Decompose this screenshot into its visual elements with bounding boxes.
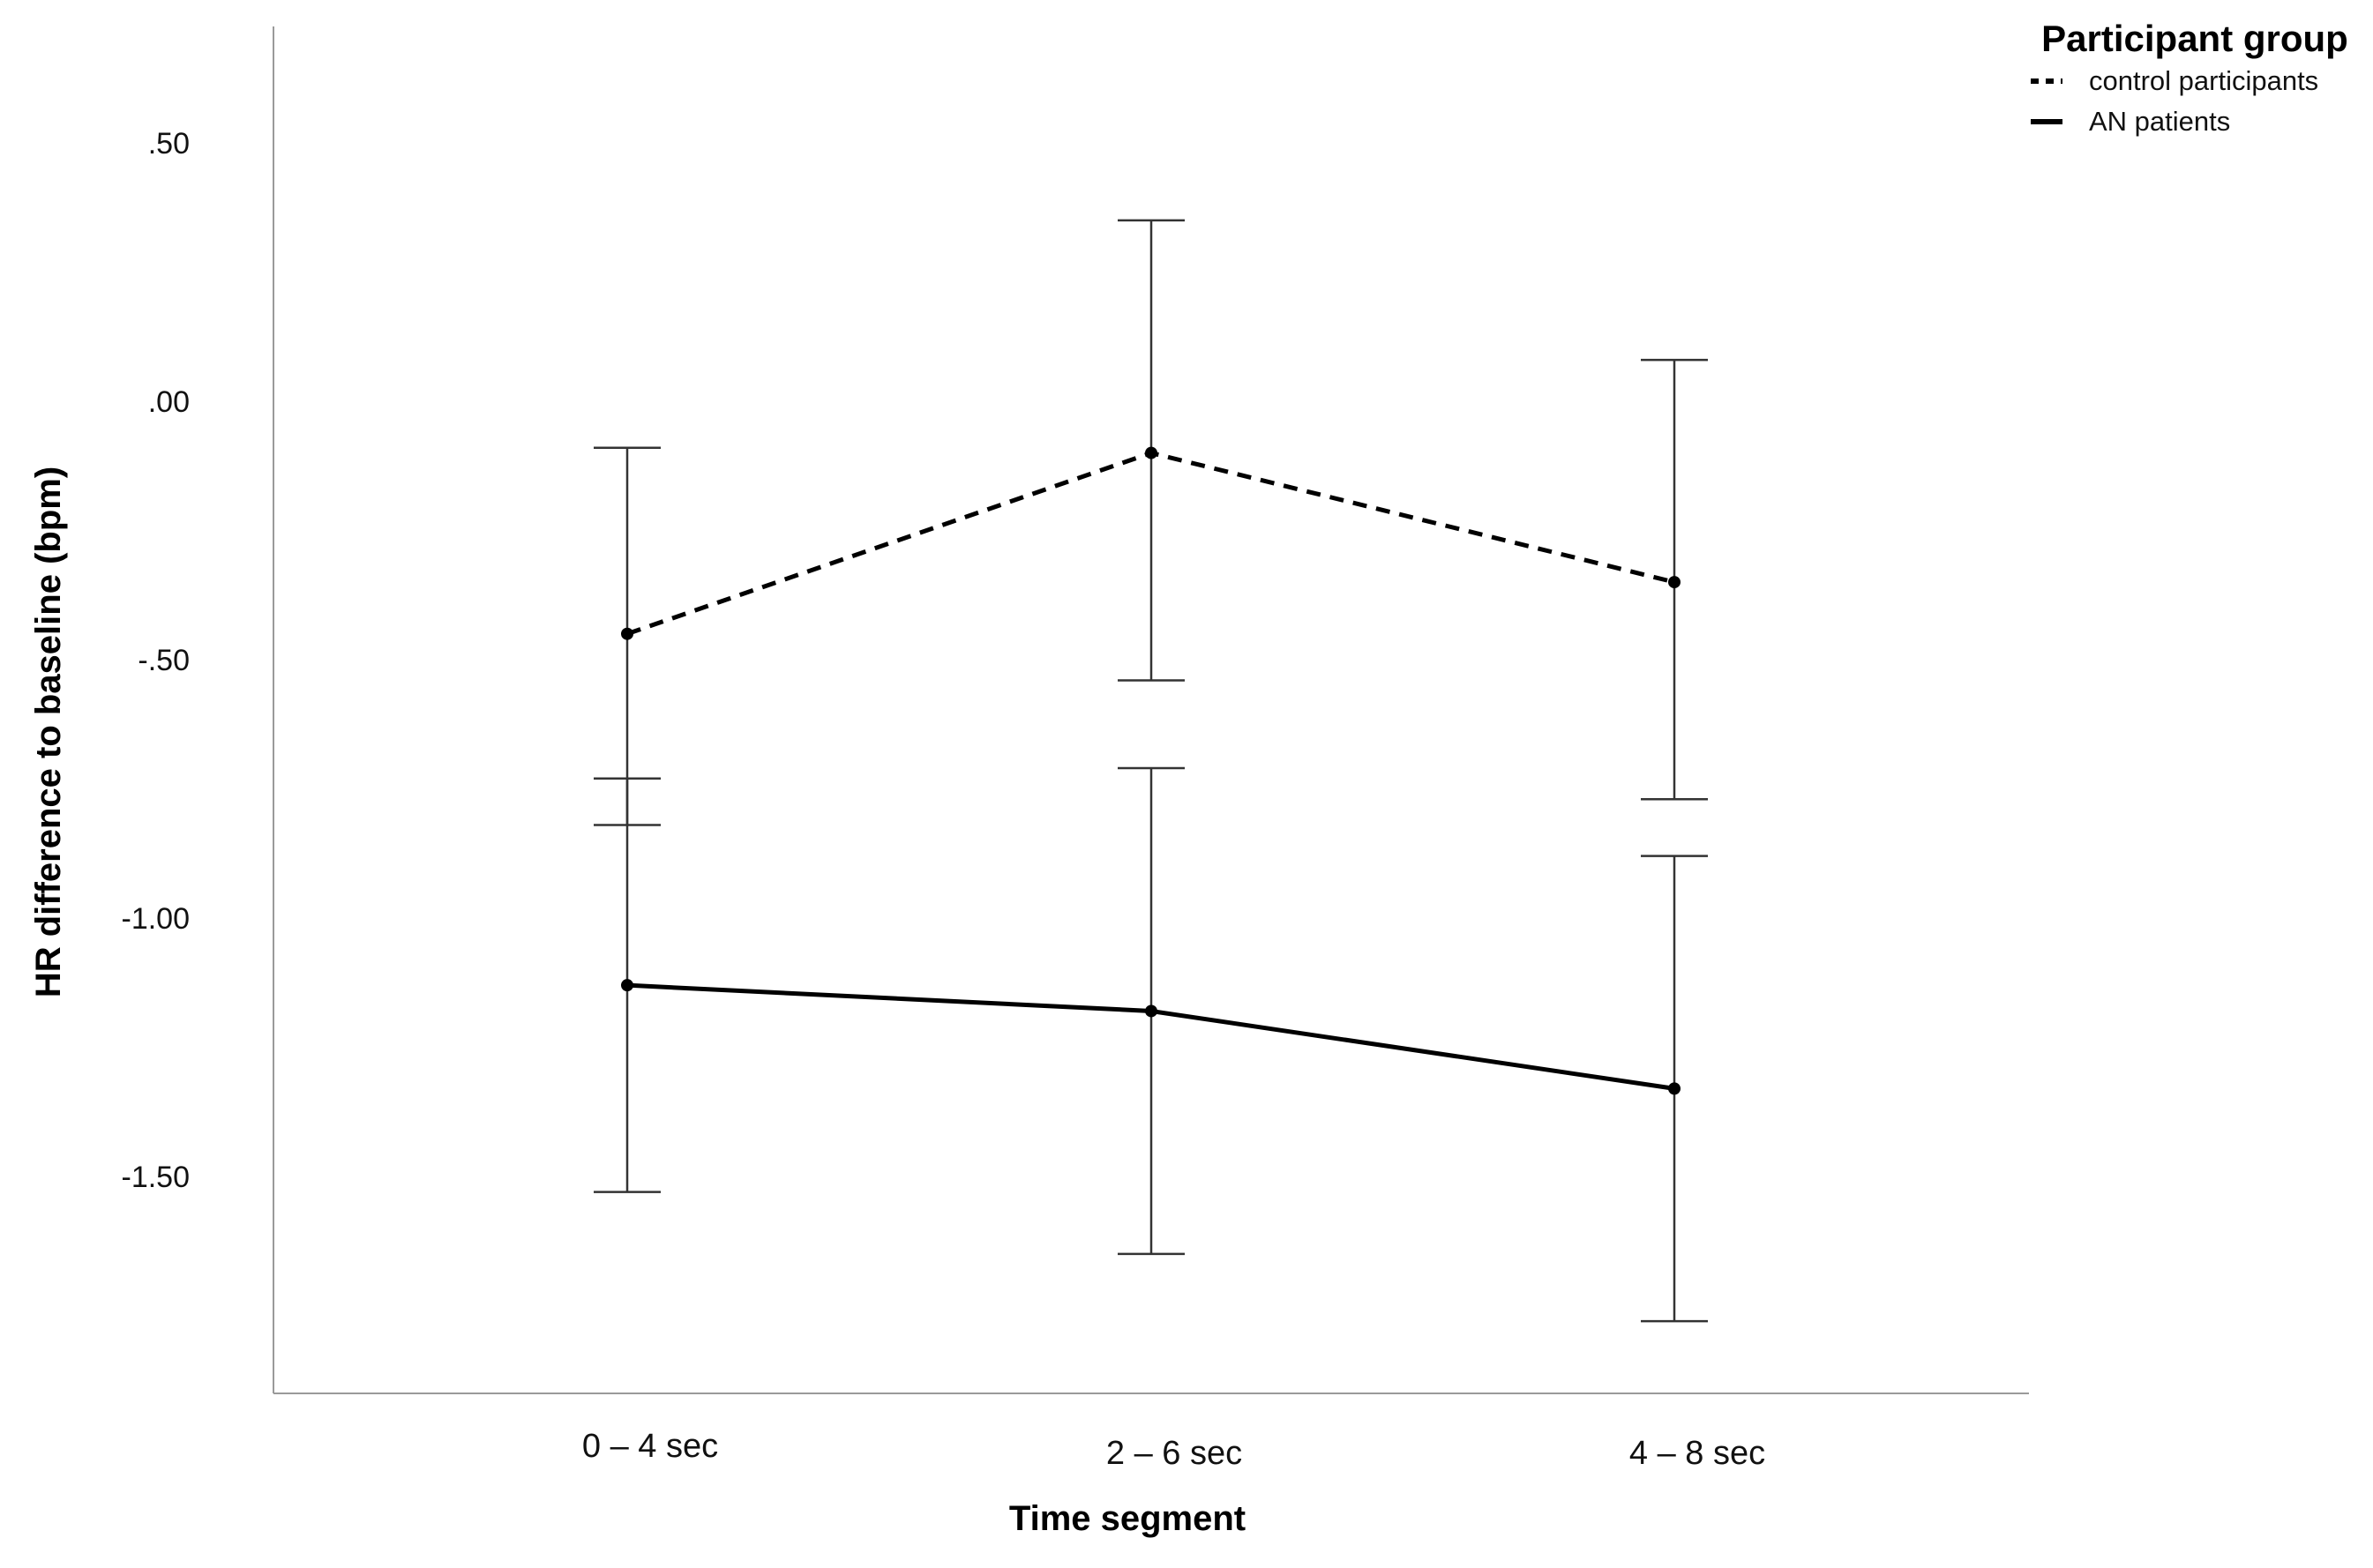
y-axis-ticks: .50 .00 -.50 -1.00 -1.50 <box>122 127 191 1194</box>
legend: Participant group control participants AN… <box>2031 18 2348 137</box>
y-tick-label: -1.50 <box>122 1161 191 1194</box>
series-layer <box>594 219 1708 1323</box>
y-axis-title: HR difference to baseline (bpm) <box>29 467 68 997</box>
data-point <box>1145 1004 1157 1018</box>
y-tick-label: .00 <box>148 385 190 419</box>
legend-label: control participants <box>2089 65 2318 96</box>
x-axis-ticks: 0 – 4 sec 2 – 6 sec 4 – 8 sec <box>582 1428 1765 1472</box>
data-point <box>1668 576 1681 589</box>
data-point <box>1145 446 1157 459</box>
data-point <box>621 627 633 640</box>
x-tick-label: 4 – 8 sec <box>1629 1435 1765 1472</box>
legend-label: AN patients <box>2089 106 2230 137</box>
y-tick-label: .50 <box>148 127 190 161</box>
x-tick-label: 0 – 4 sec <box>582 1428 718 1465</box>
x-tick-label: 2 – 6 sec <box>1106 1435 1242 1472</box>
plot-frame <box>273 26 2029 1394</box>
x-axis-title: Time segment <box>1009 1499 1246 1538</box>
legend-title: Participant group <box>2041 18 2348 59</box>
data-point <box>621 979 633 992</box>
series-group <box>594 766 1708 1323</box>
series-group <box>594 219 1708 826</box>
y-tick-label: -1.00 <box>122 902 191 936</box>
data-point <box>1668 1082 1681 1095</box>
y-tick-label: -.50 <box>138 644 190 677</box>
